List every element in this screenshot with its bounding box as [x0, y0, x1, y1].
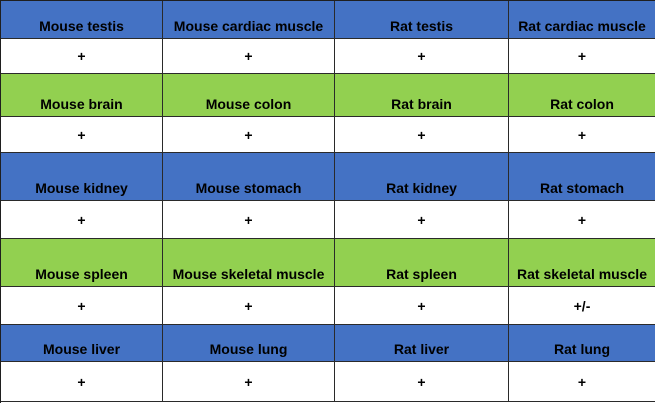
tissue-header-cell: Rat brain [335, 74, 509, 117]
tissue-header-cell: Mouse liver [1, 325, 163, 362]
expression-value-cell: + [335, 287, 509, 325]
expression-value-cell: + [335, 362, 509, 402]
expression-value-cell: + [163, 287, 335, 325]
expression-value-cell: + [1, 362, 163, 402]
expression-value-cell: + [335, 201, 509, 239]
tissue-header-cell: Mouse colon [163, 74, 335, 117]
expression-value-cell: + [163, 362, 335, 402]
tissue-header-cell: Rat cardiac muscle [509, 1, 655, 39]
tissue-header-cell: Mouse kidney [1, 153, 163, 201]
tissue-header-cell: Rat kidney [335, 153, 509, 201]
tissue-header-cell: Rat lung [509, 325, 655, 362]
expression-value-cell: + [1, 39, 163, 74]
tissue-header-cell: Rat colon [509, 74, 655, 117]
expression-value-cell: + [509, 362, 655, 402]
expression-value-cell: + [163, 39, 335, 74]
expression-value-cell: + [1, 287, 163, 325]
expression-value-cell: + [335, 39, 509, 74]
expression-value-cell: + [1, 201, 163, 239]
expression-value-cell: + [163, 201, 335, 239]
expression-value-cell: + [163, 117, 335, 153]
expression-value-cell: + [509, 117, 655, 153]
tissue-header-cell: Mouse cardiac muscle [163, 1, 335, 39]
tissue-header-cell: Mouse spleen [1, 239, 163, 287]
tissue-header-cell: Rat testis [335, 1, 509, 39]
tissue-header-cell: Rat spleen [335, 239, 509, 287]
expression-value-cell: + [509, 201, 655, 239]
tissue-header-cell: Mouse brain [1, 74, 163, 117]
tissue-header-cell: Mouse stomach [163, 153, 335, 201]
tissue-header-cell: Mouse skeletal muscle [163, 239, 335, 287]
expression-value-cell: + [509, 39, 655, 74]
tissue-header-cell: Rat stomach [509, 153, 655, 201]
tissue-header-cell: Rat liver [335, 325, 509, 362]
expression-value-cell: + [335, 117, 509, 153]
expression-value-cell: + [1, 117, 163, 153]
tissue-header-cell: Mouse testis [1, 1, 163, 39]
expression-value-cell: +/- [509, 287, 655, 325]
tissue-header-cell: Mouse lung [163, 325, 335, 362]
tissue-header-cell: Rat skeletal muscle [509, 239, 655, 287]
